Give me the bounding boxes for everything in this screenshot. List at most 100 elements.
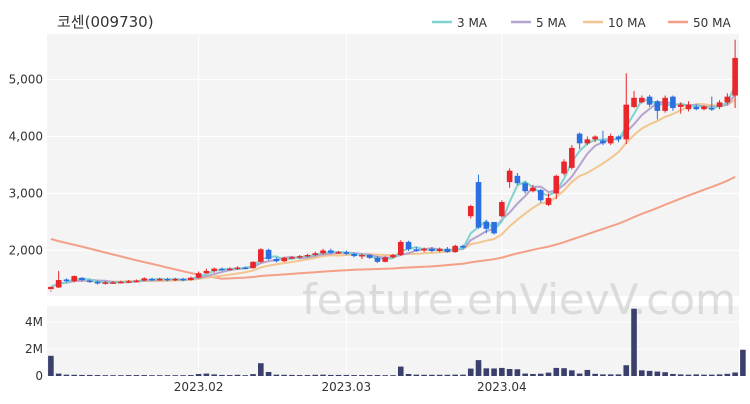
legend-label: 5 MA [536, 16, 567, 30]
candle-body [592, 136, 598, 140]
candle-body [110, 282, 116, 284]
volume-bar [732, 372, 738, 376]
chart-title: 코센(009730) [57, 13, 154, 31]
candle-body [693, 106, 700, 110]
candle-body [530, 187, 536, 192]
volume-bar [421, 374, 427, 376]
volume-bar [258, 363, 264, 376]
volume-bar [273, 374, 280, 376]
candle-body [537, 190, 544, 201]
volume-bar [79, 374, 85, 376]
legend-label: 50 MA [693, 16, 731, 30]
candle-body [195, 273, 202, 278]
volume-bar [716, 374, 723, 376]
candle-body [467, 206, 474, 217]
volume-bar [467, 368, 474, 376]
volume-bar [662, 372, 668, 376]
candle-body [436, 248, 443, 252]
candle-body [172, 278, 179, 281]
volume-bar [397, 366, 404, 376]
volume-bar [701, 374, 707, 376]
candle-body [576, 133, 583, 144]
volume-bar [600, 374, 606, 376]
price-tick-label: 5,000 [9, 73, 43, 87]
price-tick-label: 2,000 [9, 243, 43, 257]
volume-bar [475, 360, 482, 376]
candle-body [265, 249, 272, 259]
volume-bar [499, 367, 505, 376]
candle-body [646, 96, 653, 105]
volume-bar [537, 373, 544, 376]
candle-body [421, 248, 427, 251]
volume-bar [693, 374, 700, 376]
volume-bar [55, 373, 62, 376]
candle-body [623, 104, 630, 140]
volume-bar [646, 370, 653, 376]
volume-bar [623, 365, 630, 376]
volume-bar [180, 375, 186, 376]
candle-body [141, 278, 147, 281]
candle-body [48, 286, 54, 290]
volume-bar [211, 374, 217, 376]
candle-body [71, 276, 78, 282]
candle-body [390, 254, 396, 258]
candle-body [382, 257, 389, 262]
candle-body [429, 248, 435, 252]
volume-bar [343, 374, 350, 376]
volume-bar [514, 369, 521, 376]
volume-bar [304, 375, 311, 376]
volume-bar [335, 374, 342, 376]
candle-body [304, 254, 311, 257]
candle-body [258, 249, 264, 262]
candle-body [483, 221, 490, 229]
volume-bar [382, 375, 389, 376]
candle-body [631, 97, 637, 107]
candle-body [615, 136, 622, 140]
volume-tick-label: 2M [25, 342, 43, 356]
candle-body [561, 161, 567, 174]
volume-bar [452, 374, 459, 376]
candle-body [607, 135, 614, 144]
candle-body [413, 249, 420, 251]
volume-bar [545, 372, 552, 376]
volume-bar [359, 375, 365, 376]
candle-body [732, 57, 738, 96]
candle-body [359, 254, 365, 257]
candle-body [522, 183, 528, 192]
candle-body [180, 278, 186, 281]
candle-body [203, 270, 210, 274]
volume-bar [219, 374, 225, 376]
candle-body [63, 279, 70, 282]
volume-tick-label: 4M [25, 315, 43, 329]
volume-bar [110, 375, 116, 376]
candle-body [188, 277, 194, 281]
candle-body [149, 278, 155, 281]
candle-body [133, 280, 140, 283]
candle-body [250, 261, 256, 269]
candle-body [662, 97, 668, 111]
candle-body [553, 175, 560, 194]
volume-bar [351, 375, 357, 376]
volume-bar [48, 355, 54, 376]
candle-body [685, 104, 692, 110]
candle-body [716, 102, 723, 107]
volume-bar [195, 373, 202, 376]
volume-bar [133, 375, 140, 376]
candle-body [460, 245, 466, 248]
volume-bar [164, 375, 171, 376]
candle-body [86, 280, 93, 283]
legend-label: 10 MA [608, 16, 646, 30]
volume-bar [530, 373, 536, 376]
candle-body [584, 139, 591, 144]
volume-bar [413, 374, 420, 376]
volume-bar [553, 367, 560, 376]
volume-bar [102, 375, 109, 376]
volume-bar [188, 375, 194, 376]
volume-bar [312, 374, 319, 376]
volume-bar [94, 375, 101, 376]
candle-body [452, 245, 459, 253]
candle-body [55, 280, 62, 288]
date-tick-label: 2023.02 [174, 380, 224, 394]
volume-bar [320, 374, 326, 376]
